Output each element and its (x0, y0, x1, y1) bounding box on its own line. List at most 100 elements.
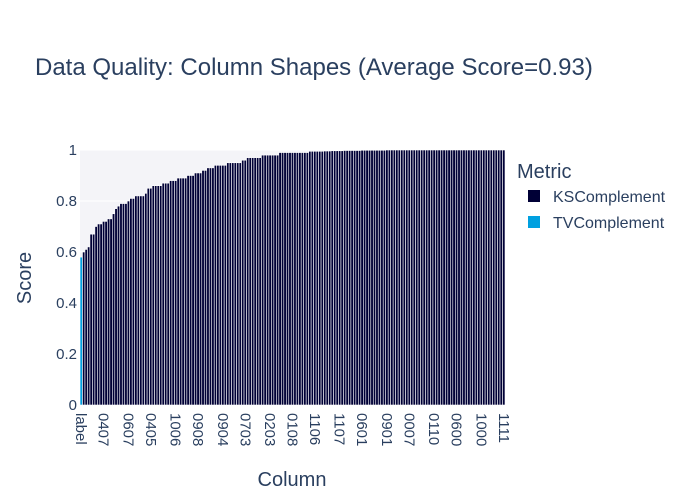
bar-kscomplement[interactable] (129, 198, 133, 406)
bar-kscomplement[interactable] (415, 149, 419, 406)
bar-kscomplement[interactable] (305, 152, 309, 406)
bar-kscomplement[interactable] (395, 149, 399, 406)
bar-kscomplement[interactable] (169, 180, 173, 406)
bar-kscomplement[interactable] (241, 159, 245, 406)
bar-kscomplement[interactable] (360, 149, 364, 406)
bar-kscomplement[interactable] (281, 152, 285, 406)
bar-kscomplement[interactable] (144, 193, 148, 406)
bar-kscomplement[interactable] (243, 159, 247, 406)
bar-kscomplement[interactable] (276, 154, 280, 406)
bar-kscomplement[interactable] (377, 149, 382, 406)
bar-kscomplement[interactable] (141, 195, 145, 406)
bar-kscomplement[interactable] (335, 150, 339, 406)
bar-kscomplement[interactable] (390, 149, 394, 406)
bar-kscomplement[interactable] (382, 149, 387, 406)
bar-kscomplement[interactable] (84, 249, 88, 406)
bar-kscomplement[interactable] (400, 149, 404, 406)
bar-kscomplement[interactable] (104, 221, 108, 406)
bar-kscomplement[interactable] (372, 149, 377, 406)
bar-kscomplement[interactable] (198, 172, 203, 406)
bar-kscomplement[interactable] (201, 170, 205, 406)
bar-kscomplement[interactable] (435, 149, 439, 406)
bar-kscomplement[interactable] (124, 203, 128, 406)
bar-kscomplement[interactable] (164, 182, 168, 406)
bar-kscomplement[interactable] (107, 218, 111, 406)
bar-kscomplement[interactable] (370, 149, 374, 406)
bar-kscomplement[interactable] (343, 150, 347, 406)
bar-kscomplement[interactable] (246, 157, 250, 406)
bar-kscomplement[interactable] (208, 167, 213, 406)
bar-kscomplement[interactable] (126, 200, 131, 406)
bar-kscomplement[interactable] (112, 213, 116, 406)
bar-kscomplement[interactable] (273, 154, 277, 406)
bar-kscomplement[interactable] (340, 150, 344, 406)
bar-kscomplement[interactable] (430, 149, 434, 406)
bar-kscomplement[interactable] (300, 152, 304, 406)
bar-kscomplement[interactable] (348, 150, 352, 406)
bar-kscomplement[interactable] (285, 152, 290, 406)
bar-kscomplement[interactable] (231, 162, 235, 406)
bar-kscomplement[interactable] (447, 149, 451, 406)
bar-kscomplement[interactable] (452, 149, 456, 406)
bar-kscomplement[interactable] (368, 149, 372, 406)
bar-kscomplement[interactable] (330, 150, 334, 406)
bar-kscomplement[interactable] (94, 226, 98, 406)
bar-kscomplement[interactable] (440, 149, 444, 406)
bar-kscomplement[interactable] (442, 149, 446, 406)
bar-kscomplement[interactable] (318, 150, 322, 406)
bar-kscomplement[interactable] (499, 149, 503, 406)
legend-item-tvcomplement[interactable]: TVComplement (528, 215, 665, 232)
bar-kscomplement[interactable] (189, 175, 193, 406)
bar-kscomplement[interactable] (417, 149, 421, 406)
bar-kscomplement[interactable] (226, 162, 230, 406)
bar-kscomplement[interactable] (261, 154, 265, 406)
bar-kscomplement[interactable] (136, 195, 140, 406)
bar-kscomplement[interactable] (99, 223, 103, 406)
bar-kscomplement[interactable] (345, 150, 349, 406)
bar-kscomplement[interactable] (194, 172, 198, 406)
bar-kscomplement[interactable] (116, 205, 121, 406)
bar-kscomplement[interactable] (248, 157, 252, 406)
bar-kscomplement[interactable] (184, 177, 188, 406)
bar-kscomplement[interactable] (407, 149, 411, 406)
bar-kscomplement[interactable] (114, 208, 118, 406)
bar-kscomplement[interactable] (119, 203, 123, 406)
bar-kscomplement[interactable] (474, 149, 478, 406)
bar-kscomplement[interactable] (161, 182, 165, 406)
bar-kscomplement[interactable] (494, 149, 498, 406)
bar-kscomplement[interactable] (425, 149, 429, 406)
bar-kscomplement[interactable] (445, 149, 449, 406)
bar-kscomplement[interactable] (320, 150, 324, 406)
bar-kscomplement[interactable] (238, 162, 242, 406)
bar-kscomplement[interactable] (497, 149, 501, 406)
bar-kscomplement[interactable] (492, 149, 496, 406)
bar-kscomplement[interactable] (109, 218, 113, 406)
bar-kscomplement[interactable] (139, 195, 143, 406)
bar-kscomplement[interactable] (313, 150, 317, 406)
bar-kscomplement[interactable] (472, 149, 476, 406)
bar-kscomplement[interactable] (479, 149, 483, 406)
bar-kscomplement[interactable] (450, 149, 454, 406)
bar-kscomplement[interactable] (432, 149, 436, 406)
bar-kscomplement[interactable] (437, 149, 441, 406)
bar-kscomplement[interactable] (131, 198, 135, 406)
bar-kscomplement[interactable] (236, 162, 240, 406)
bar-kscomplement[interactable] (271, 154, 275, 406)
bar-kscomplement[interactable] (218, 165, 222, 406)
bar-kscomplement[interactable] (283, 152, 287, 406)
bar-kscomplement[interactable] (454, 149, 459, 406)
bar-kscomplement[interactable] (457, 149, 461, 406)
bar-kscomplement[interactable] (333, 150, 337, 406)
bar-kscomplement[interactable] (82, 251, 86, 406)
bar-kscomplement[interactable] (420, 149, 424, 406)
bar-kscomplement[interactable] (410, 149, 414, 406)
bar-kscomplement[interactable] (308, 150, 312, 406)
bar-kscomplement[interactable] (151, 185, 155, 406)
bar-kscomplement[interactable] (405, 149, 409, 406)
bar-kscomplement[interactable] (186, 175, 190, 406)
bar-kscomplement[interactable] (191, 175, 195, 406)
bar-kscomplement[interactable] (355, 150, 359, 406)
bar-kscomplement[interactable] (149, 187, 153, 406)
bar-kscomplement[interactable] (211, 167, 215, 406)
bar-kscomplement[interactable] (206, 167, 210, 406)
